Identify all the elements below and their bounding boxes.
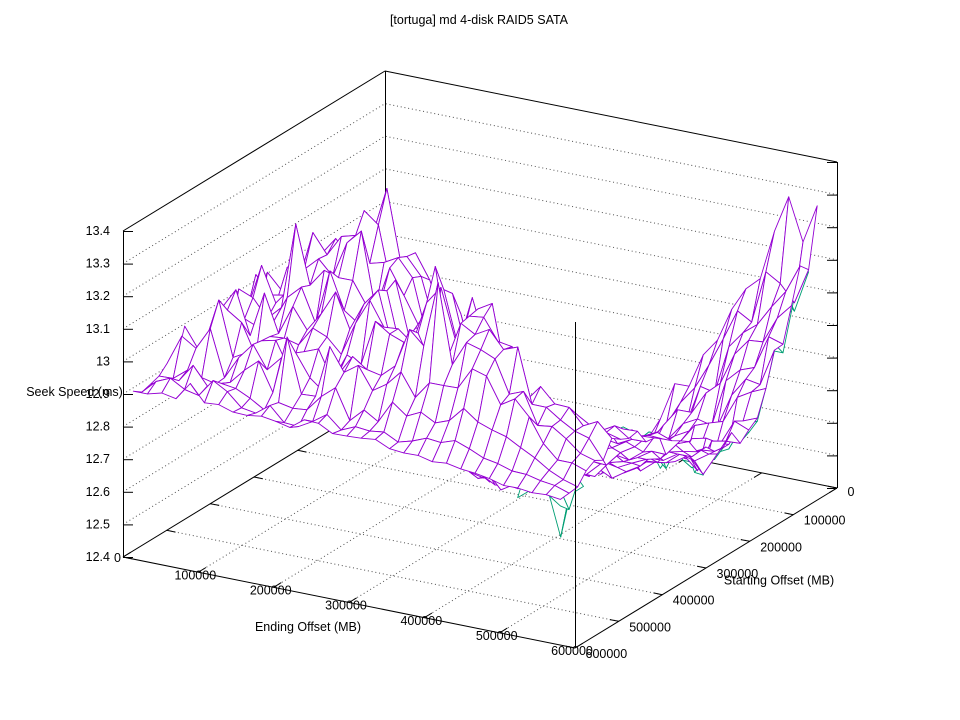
svg-text:Seek Speed (ms): Seek Speed (ms) (26, 385, 123, 399)
svg-text:12.9: 12.9 (86, 387, 110, 401)
svg-text:12.8: 12.8 (86, 420, 110, 434)
svg-text:300000: 300000 (717, 567, 759, 581)
svg-text:200000: 200000 (250, 584, 292, 598)
svg-text:400000: 400000 (673, 594, 715, 608)
svg-text:100000: 100000 (804, 514, 846, 528)
svg-text:600000: 600000 (586, 647, 628, 661)
svg-text:12.7: 12.7 (86, 452, 110, 466)
svg-text:13.2: 13.2 (86, 289, 110, 303)
svg-text:300000: 300000 (325, 599, 367, 613)
svg-text:12.6: 12.6 (86, 485, 110, 499)
svg-text:0: 0 (114, 551, 121, 565)
svg-text:100000: 100000 (174, 568, 216, 582)
svg-text:Ending Offset (MB): Ending Offset (MB) (255, 620, 361, 634)
svg-text:[tortuga] md 4-disk RAID5 SATA: [tortuga] md 4-disk RAID5 SATA (390, 13, 569, 27)
svg-text:12.4: 12.4 (86, 550, 110, 564)
svg-text:12.5: 12.5 (86, 517, 110, 531)
svg-text:13.4: 13.4 (86, 224, 110, 238)
svg-text:500000: 500000 (476, 629, 518, 643)
svg-text:13.3: 13.3 (86, 257, 110, 271)
svg-text:13.1: 13.1 (86, 322, 110, 336)
svg-text:500000: 500000 (629, 620, 671, 634)
svg-text:Starting Offset (MB): Starting Offset (MB) (724, 574, 834, 588)
svg-text:400000: 400000 (400, 614, 442, 628)
svg-text:0: 0 (848, 485, 855, 499)
svg-text:200000: 200000 (760, 540, 802, 554)
svg-text:13: 13 (96, 354, 110, 368)
svg-text:600000: 600000 (551, 644, 593, 658)
